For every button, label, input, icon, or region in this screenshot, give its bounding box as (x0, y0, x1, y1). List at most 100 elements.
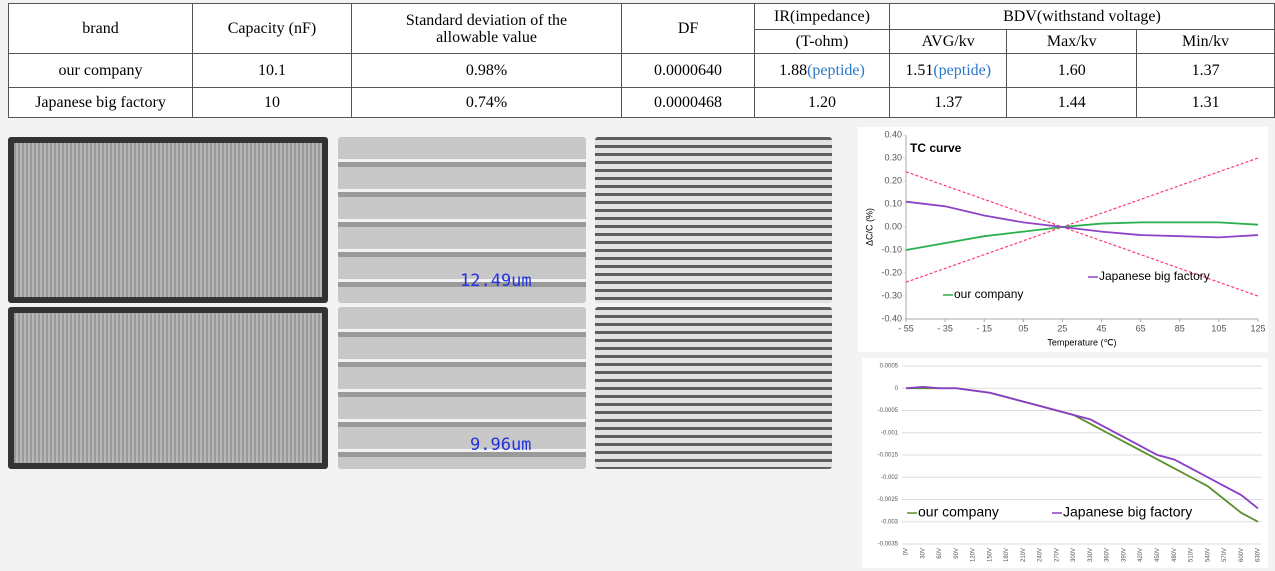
y-tick-label: 0.10 (884, 198, 902, 208)
x-tick-label: 630V (1256, 548, 1262, 562)
cell-text: 1.51 (905, 62, 933, 79)
cell-text: 0.0000468 (654, 94, 722, 111)
header-cell: BDV(withstand voltage) (889, 4, 1274, 30)
x-tick-label: - 55 (898, 323, 914, 333)
cell: 1.20 (754, 88, 889, 118)
cell: 0.98% (351, 54, 621, 88)
x-tick-label: 25 (1057, 323, 1067, 333)
y-tick-label: -0.10 (881, 244, 902, 254)
legend-label: Japanese big factory (1099, 269, 1210, 283)
header-cell: IR(impedance) (754, 4, 889, 30)
y-tick-label: 0.00 (884, 221, 902, 231)
cell-text: 1.44 (1058, 94, 1086, 111)
x-tick-label: 65 (1136, 323, 1146, 333)
x-tick-label: - 35 (937, 323, 953, 333)
y-tick-label: -0.30 (881, 290, 902, 300)
y-tick-label: -0.40 (881, 313, 902, 323)
cell: 1.60 (1007, 54, 1137, 88)
cell-text: 0.98% (466, 62, 507, 79)
cell: 1.37 (889, 88, 1007, 118)
cell: 0.74% (351, 88, 621, 118)
y-tick-label: 0.20 (884, 175, 902, 185)
cell: 10.1 (193, 54, 352, 88)
cell-note: (peptide) (933, 62, 991, 79)
x-tick-label: 105 (1211, 323, 1226, 333)
series-line (906, 387, 1258, 508)
cell-text: 1.37 (934, 94, 962, 111)
y-tick-label: -0.0025 (878, 497, 899, 503)
x-tick-label: 180V (1004, 548, 1010, 562)
cell-text: 1.88 (779, 62, 807, 79)
photo (8, 307, 328, 469)
x-tick-label: 390V (1121, 548, 1127, 562)
y-tick-label: 0 (895, 386, 899, 392)
chart-title: TC curve (910, 141, 962, 155)
sem-photo: 12.49um (338, 137, 586, 303)
cell-text: 10 (264, 94, 280, 111)
photo (8, 137, 328, 303)
x-tick-label: - 15 (976, 323, 992, 333)
cell-text: 1.20 (808, 94, 836, 111)
x-tick-label: 120V (971, 548, 977, 562)
header-cell: Capacity (nF) (193, 4, 352, 54)
x-tick-label: 125 (1250, 323, 1265, 333)
cell-text: 0.74% (466, 94, 507, 111)
x-tick-label: 330V (1088, 548, 1094, 562)
cell: 1.37 (1137, 54, 1275, 88)
photo (595, 307, 832, 469)
y-tick-label: 0.30 (884, 152, 902, 162)
cell-text: Japanese big factory (35, 94, 166, 111)
y-tick-label: -0.002 (881, 475, 899, 481)
x-tick-label: 570V (1222, 548, 1228, 562)
cell-text: 1.37 (1192, 62, 1220, 79)
header-cell: Min/kv (1137, 30, 1275, 54)
y-tick-label: -0.20 (881, 267, 902, 277)
x-tick-label: 240V (1038, 548, 1044, 562)
cell: 10 (193, 88, 352, 118)
x-tick-label: 600V (1239, 548, 1245, 562)
legend-label: Japanese big factory (1063, 504, 1192, 520)
sem-photo: 9.96um (338, 307, 586, 469)
header-cell: (T-ohm) (754, 30, 889, 54)
cell-note: (peptide) (807, 62, 865, 79)
y-tick-label: 0.40 (884, 129, 902, 139)
photo (595, 137, 832, 303)
header-cell: Standard deviation of the allowable valu… (351, 4, 621, 54)
x-tick-label: 420V (1138, 548, 1144, 562)
x-tick-label: 210V (1021, 548, 1027, 562)
x-tick-label: 0V (904, 548, 910, 555)
x-tick-label: 45 (1097, 323, 1107, 333)
y-axis-label: ΔC/C (%) (864, 208, 874, 246)
cell: 1.31 (1137, 88, 1275, 118)
x-tick-label: 150V (987, 548, 993, 562)
spec-table: brand Capacity (nF) Standard deviation o… (8, 3, 1275, 118)
x-tick-label: 480V (1172, 548, 1178, 562)
cell: 0.0000640 (622, 54, 755, 88)
thickness-label: 12.49um (460, 271, 532, 291)
cell: our company (9, 54, 193, 88)
x-tick-label: 85 (1175, 323, 1185, 333)
legend-label: our company (918, 504, 999, 520)
y-tick-label: -0.0015 (878, 453, 899, 459)
cell: 1.44 (1007, 88, 1137, 118)
x-tick-label: 270V (1054, 548, 1060, 562)
x-tick-label: 60V (937, 548, 943, 559)
header-cell: Max/kv (1007, 30, 1137, 54)
x-tick-label: 30V (920, 548, 926, 559)
header-cell: DF (622, 4, 755, 54)
cell-text: 1.60 (1058, 62, 1086, 79)
legend-label: our company (954, 287, 1023, 301)
x-tick-label: 300V (1071, 548, 1077, 562)
x-tick-label: 540V (1205, 548, 1211, 562)
y-tick-label: 0.0005 (880, 364, 899, 370)
cell: 1.51(peptide) (889, 54, 1007, 88)
tc-chart: 0.40 0.30 0.20 0.10 0.00 -0.10 -0.20 -0.30 -0.40… (858, 127, 1268, 352)
y-tick-label: -0.003 (881, 519, 899, 525)
y-tick-label: -0.0005 (878, 408, 899, 414)
page: brand Capacity (nF) Standard deviation o… (0, 0, 1275, 571)
cell-text: 1.31 (1192, 94, 1220, 111)
y-tick-label: -0.001 (881, 430, 899, 436)
cell: Japanese big factory (9, 88, 193, 118)
cell-text: our company (59, 62, 143, 79)
x-axis-label: Temperature (℃) (1047, 337, 1116, 347)
